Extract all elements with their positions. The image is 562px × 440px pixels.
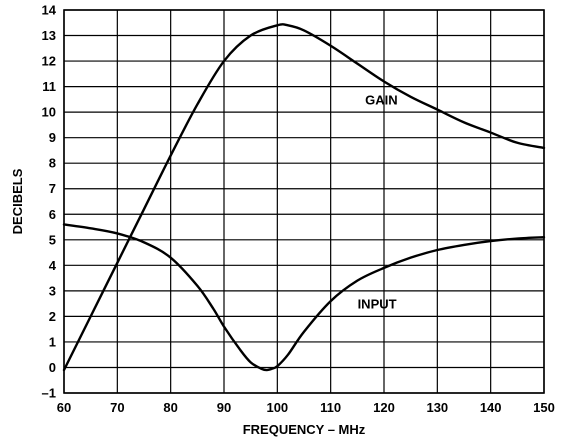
- x-tick-label: 120: [373, 400, 395, 415]
- y-tick-label: 8: [49, 156, 56, 171]
- y-tick-label: 14: [42, 3, 57, 18]
- x-tick-label: 60: [57, 400, 71, 415]
- x-tick-label: 90: [217, 400, 231, 415]
- series-line-gain: [62, 23, 546, 372]
- gain-annotation: GAIN: [365, 92, 398, 107]
- x-tick-label: 110: [320, 400, 341, 415]
- y-tick-label: 13: [42, 28, 56, 43]
- y-tick-label: 1: [49, 334, 56, 349]
- y-tick-label: 9: [49, 130, 56, 145]
- y-tick-label: 6: [49, 207, 56, 222]
- y-tick-label: –1: [42, 386, 56, 401]
- grid: [63, 9, 545, 394]
- plot-frame: [63, 9, 545, 394]
- y-tick-label: 12: [42, 54, 56, 69]
- series-line-input: [62, 223, 546, 372]
- x-tick-label: 140: [480, 400, 502, 415]
- y-tick-label: 3: [49, 283, 56, 298]
- y-tick-label: 10: [42, 105, 56, 120]
- x-tick-label: 100: [266, 400, 288, 415]
- x-axis-label: FREQUENCY – MHz: [243, 422, 366, 437]
- y-tick-label: 7: [49, 181, 56, 196]
- y-tick-label: 0: [49, 360, 56, 375]
- x-tick-label: 150: [533, 400, 555, 415]
- series-lines: [62, 23, 546, 372]
- x-tick-label: 80: [163, 400, 177, 415]
- input-annotation: INPUT: [358, 297, 397, 312]
- y-axis-label: DECIBELS: [10, 168, 25, 234]
- y-tick-label: 11: [42, 79, 56, 94]
- x-tick-labels: 60 70 80 90 100 110 120 130 140 150: [57, 400, 555, 415]
- y-tick-label: 5: [49, 232, 56, 247]
- y-tick-label: 2: [49, 309, 56, 324]
- x-tick-label: 70: [110, 400, 124, 415]
- y-tick-label: 4: [49, 258, 57, 273]
- x-tick-label: 130: [426, 400, 448, 415]
